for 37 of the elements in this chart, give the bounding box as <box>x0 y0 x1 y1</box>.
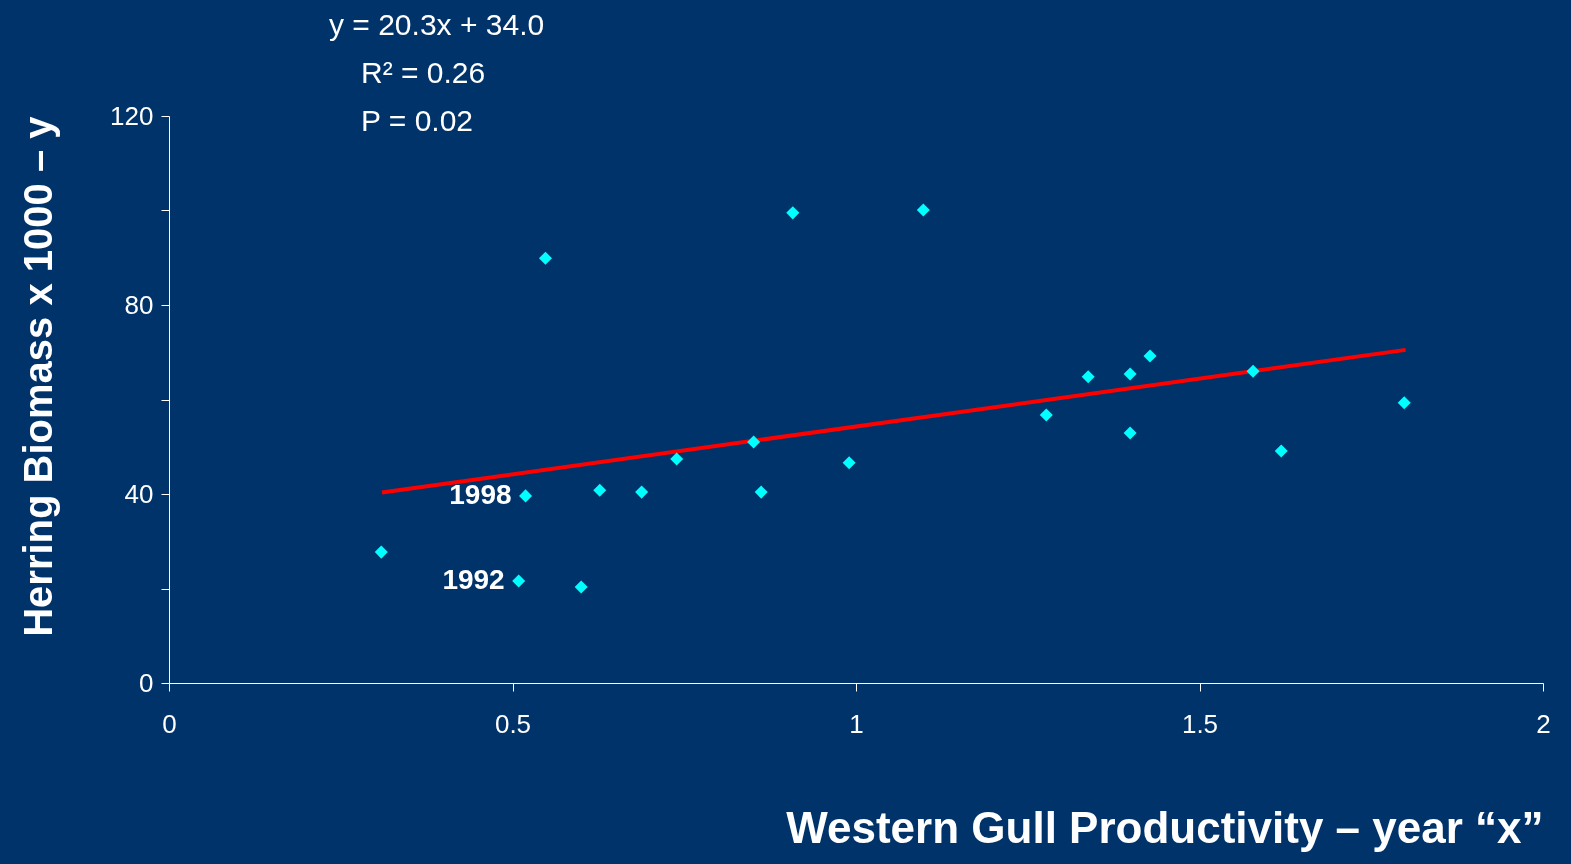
x-tick-label: 0.5 <box>494 708 532 739</box>
point <box>1123 426 1137 440</box>
y-tick-label: 0 <box>139 667 154 698</box>
point <box>1397 396 1411 410</box>
x-tick-label: 0 <box>162 708 177 739</box>
annotation: P = 0.02 <box>361 104 474 137</box>
annotation: 1998 <box>449 478 512 510</box>
point <box>1081 370 1095 384</box>
point <box>916 203 930 217</box>
point <box>1274 444 1288 458</box>
point <box>538 251 552 265</box>
x-tick-label: 1.5 <box>1181 708 1219 739</box>
point <box>635 485 649 499</box>
x-axis-title: Western Gull Productivity – year “x” <box>786 802 1544 852</box>
point <box>670 452 684 466</box>
text: y = 20.3x + 34.0 <box>329 8 545 41</box>
point <box>842 456 856 470</box>
y-tick-label: 40 <box>124 478 154 509</box>
point <box>1246 364 1260 378</box>
y-axis-title: Herring Biomass x 1000 – y <box>16 115 61 637</box>
point <box>574 580 588 594</box>
x-tick-label: 2 <box>1536 708 1551 739</box>
annotation: 1992 <box>442 563 505 595</box>
point <box>519 489 533 503</box>
point <box>1123 367 1137 381</box>
point <box>374 545 388 559</box>
point <box>747 435 761 449</box>
point <box>512 574 526 588</box>
x-tick-label: 1 <box>849 708 864 739</box>
point <box>1143 349 1157 363</box>
point <box>786 206 800 220</box>
point <box>593 483 607 497</box>
point <box>754 485 768 499</box>
text: R² = 0.26 <box>361 56 486 89</box>
y-tick-label: 120 <box>110 100 154 131</box>
point <box>1039 408 1053 422</box>
y-tick-label: 80 <box>124 289 154 320</box>
